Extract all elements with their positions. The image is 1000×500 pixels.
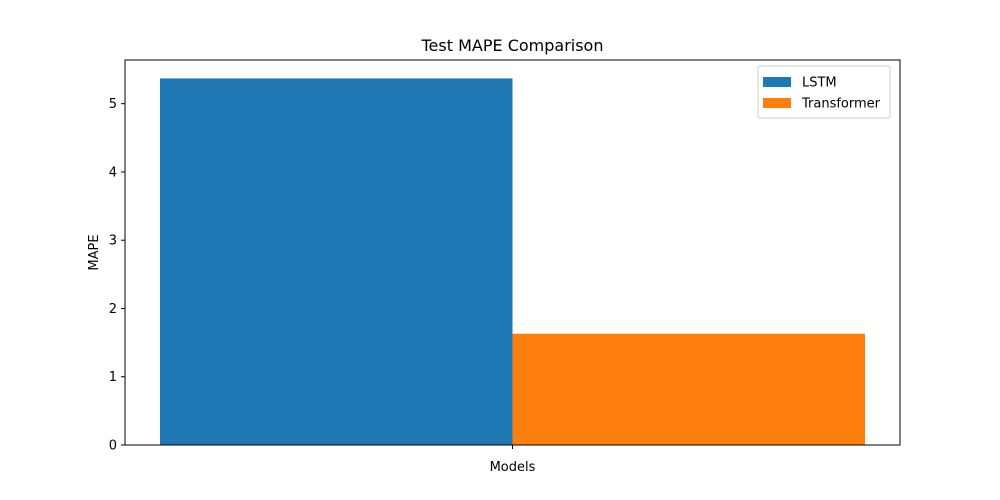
legend-swatch-lstm [763, 77, 791, 87]
y-tick-label: 1 [109, 370, 117, 385]
bars-group [160, 78, 865, 446]
legend: LSTM Transformer [757, 65, 891, 119]
y-axis-label: MAPE [87, 234, 102, 270]
y-tick-label: 4 [109, 165, 117, 180]
chart-title: Test MAPE Comparison [421, 36, 604, 55]
y-tick-label: 3 [109, 234, 117, 249]
bar-lstm [160, 78, 513, 446]
bar-transformer [512, 333, 865, 445]
x-axis-label: Models [490, 460, 536, 475]
y-tick-label: 0 [109, 439, 117, 454]
y-tick-label: 2 [109, 302, 117, 317]
legend-label-transformer: Transformer [801, 97, 881, 112]
y-tick-label: 5 [109, 97, 117, 112]
legend-swatch-transformer [763, 98, 791, 108]
legend-label-lstm: LSTM [802, 76, 837, 91]
y-axis-ticks: 0 1 2 3 4 5 [109, 97, 125, 454]
